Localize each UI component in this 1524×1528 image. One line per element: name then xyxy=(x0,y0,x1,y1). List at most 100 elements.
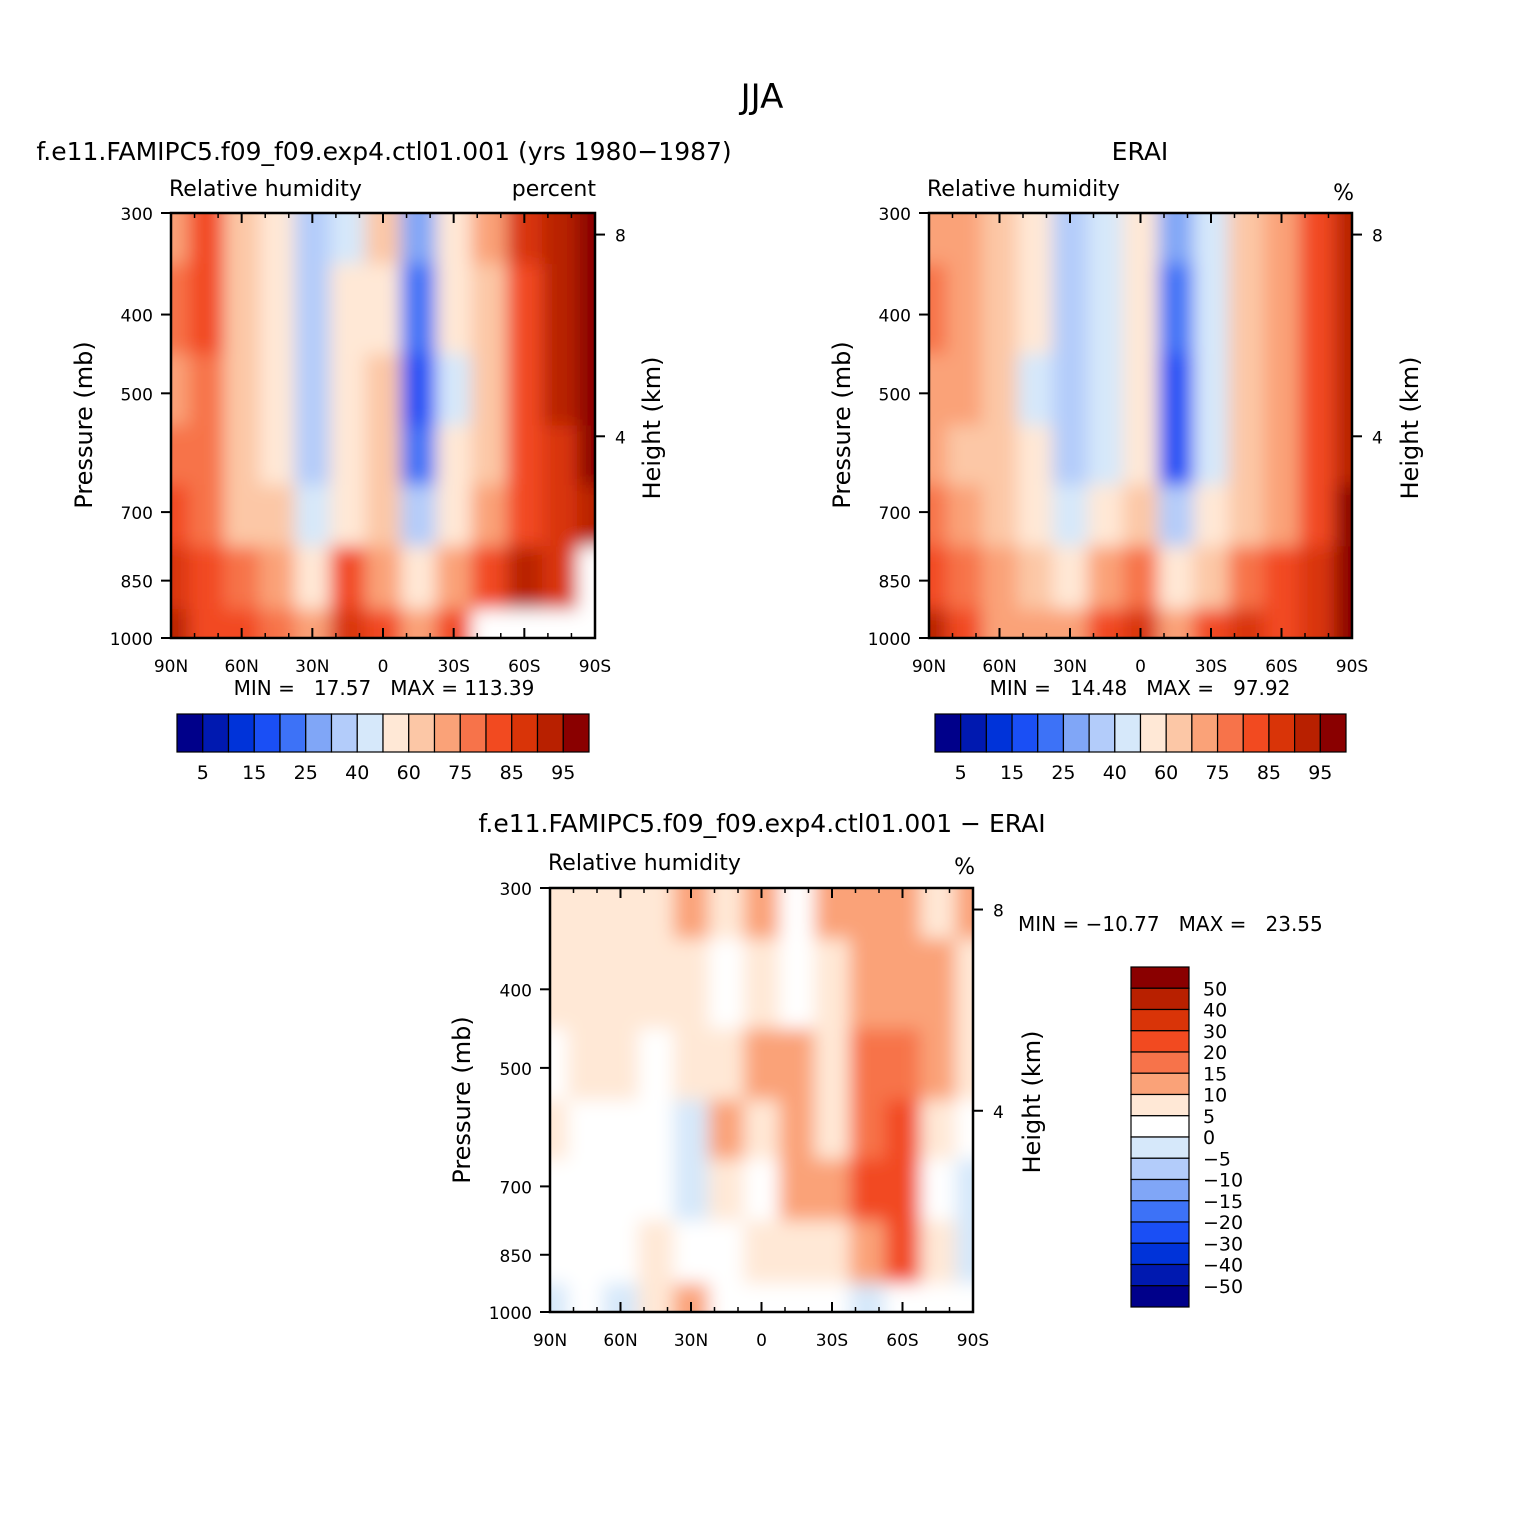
heatmap-diff xyxy=(550,888,973,1312)
heatmap-cell-model-3-11 xyxy=(542,425,578,486)
heatmap-cell-diff-2-6 xyxy=(743,1028,780,1101)
colorbar-label-diff: −15 xyxy=(1203,1191,1243,1213)
heatmap-cell-obs-2-6 xyxy=(1122,353,1159,426)
heatmap-cell-obs-1-3 xyxy=(1017,263,1053,355)
colorbar-swatch-model xyxy=(330,713,358,753)
heatmap-cell-model-1-10 xyxy=(506,263,543,355)
heatmap-cell-model-5-9 xyxy=(471,546,508,610)
colorbar-swatch-model xyxy=(511,713,539,753)
heatmap-cell-model-0-4 xyxy=(294,213,331,265)
heatmap-cell-diff-1-0 xyxy=(550,938,569,1030)
heatmap-cell-obs-2-0 xyxy=(929,353,948,426)
colorbar-label-diff: 50 xyxy=(1203,978,1227,1000)
heatmap-cell-model-4-2 xyxy=(224,484,260,547)
heatmap-cell-diff-1-10 xyxy=(884,938,921,1030)
heatmap-cell-model-0-12 xyxy=(577,213,595,265)
colorbar-swatch-obs xyxy=(1242,713,1270,753)
heatmap-cell-model-4-1 xyxy=(188,484,225,547)
heatmap-cell-model-4-3 xyxy=(259,484,296,547)
x-tick-label-diff: 90S xyxy=(957,1331,989,1351)
heatmap-cell-obs-3-9 xyxy=(1228,425,1265,486)
heatmap-cell-obs-5-1 xyxy=(946,546,983,610)
heatmap-cell-model-4-7 xyxy=(400,484,437,547)
heatmap-cell-model-6-0 xyxy=(171,609,190,638)
colorbar-swatch-diff xyxy=(1130,1242,1190,1266)
colorbar-model: 5 15 25 40 60 75 85 95 xyxy=(176,713,590,784)
x-tick-label-model: 60S xyxy=(508,657,540,677)
heatmap-cell-diff-2-10 xyxy=(884,1028,921,1101)
heatmap-cell-model-2-11 xyxy=(542,353,578,426)
heatmap-cell-obs-4-11 xyxy=(1299,484,1335,547)
heatmap-cell-obs-5-12 xyxy=(1334,546,1352,610)
colorbar-label-diff: 30 xyxy=(1203,1021,1227,1043)
colorbar-swatch-model xyxy=(305,713,333,753)
heatmap-cell-model-0-9 xyxy=(471,213,508,265)
colorbar-label-model: 95 xyxy=(551,762,575,784)
heatmap-cell-model-3-7 xyxy=(400,425,437,486)
heatmap-cell-diff-0-4 xyxy=(673,888,710,940)
heatmap-cell-obs-5-5 xyxy=(1087,546,1124,610)
heatmap-cell-model-2-10 xyxy=(506,353,543,426)
heatmap-cell-model-4-8 xyxy=(436,484,472,547)
heatmap-cell-model-3-8 xyxy=(436,425,472,486)
heatmap-cell-diff-0-10 xyxy=(884,888,921,940)
heatmap-cell-obs-1-2 xyxy=(981,263,1018,355)
heatmap-cell-diff-1-5 xyxy=(708,938,745,1030)
colorbar-swatch-obs xyxy=(1139,713,1167,753)
colorbar-label-model: 75 xyxy=(448,762,472,784)
heatmap-cells-diff xyxy=(550,888,973,1312)
y-tick-label-model: 300 xyxy=(121,205,153,225)
heatmap-cell-diff-6-12 xyxy=(955,1283,973,1312)
heatmap-cell-diff-4-2 xyxy=(602,1159,639,1222)
colorbar-label-model: 85 xyxy=(500,762,524,784)
colorbar-label-diff: −5 xyxy=(1203,1148,1231,1170)
y-tick-label-model: 400 xyxy=(121,307,153,327)
colorbar-swatch-obs xyxy=(960,713,987,753)
heatmap-cell-diff-5-7 xyxy=(779,1220,815,1284)
heatmap-cell-diff-2-4 xyxy=(673,1028,710,1101)
heatmap-cell-obs-2-8 xyxy=(1193,353,1230,426)
heatmap-cell-obs-0-1 xyxy=(946,213,983,265)
heatmap-cell-model-0-0 xyxy=(171,213,190,265)
heatmap-cell-obs-5-7 xyxy=(1158,546,1194,610)
heatmap-cell-diff-5-2 xyxy=(602,1220,639,1284)
colorbar-swatch-obs xyxy=(1165,713,1193,753)
heatmap-cell-diff-2-12 xyxy=(955,1028,973,1101)
colorbar-swatch-diff xyxy=(1130,1157,1190,1181)
heatmap-cell-model-1-3 xyxy=(259,263,296,355)
heatmap-cell-diff-3-11 xyxy=(920,1100,956,1160)
panel-obs-variable-label: Relative humidity xyxy=(927,177,1120,202)
heatmap-cell-model-5-3 xyxy=(259,546,296,610)
heatmap-cell-model-3-1 xyxy=(188,425,225,486)
heatmap-cell-obs-1-11 xyxy=(1299,263,1335,355)
colorbar-label-diff: 20 xyxy=(1203,1042,1227,1064)
heatmap-cell-obs-4-8 xyxy=(1193,484,1230,547)
heatmap-cell-model-5-2 xyxy=(224,546,260,610)
heatmap-cell-diff-0-5 xyxy=(708,888,745,940)
colorbar-label-obs: 85 xyxy=(1257,762,1281,784)
colorbar-swatch-model xyxy=(459,713,487,753)
heatmap-cell-model-0-11 xyxy=(542,213,578,265)
y-tick-label-diff: 700 xyxy=(500,1178,532,1198)
x-tick-label-model: 30S xyxy=(437,657,469,677)
heatmap-cell-model-4-4 xyxy=(294,484,331,547)
x-tick-label-diff: 60N xyxy=(603,1331,637,1351)
heatmap-cell-obs-2-4 xyxy=(1052,353,1089,426)
panel-model-ylabel-right: Height (km) xyxy=(638,357,666,500)
heatmap-cell-model-5-6 xyxy=(365,546,402,610)
colorbar-swatch-diff xyxy=(1130,1178,1190,1202)
heatmap-cell-model-1-0 xyxy=(171,263,190,355)
heatmap-cell-model-5-7 xyxy=(400,546,437,610)
heatmap-cell-model-2-6 xyxy=(365,353,402,426)
y-tick-label-model: 700 xyxy=(121,504,153,524)
heatmap-cell-model-2-3 xyxy=(259,353,296,426)
heatmap-cell-obs-5-3 xyxy=(1017,546,1053,610)
heatmap-cell-diff-5-8 xyxy=(814,1220,851,1284)
heatmap-cell-diff-3-5 xyxy=(708,1100,745,1160)
x-tick-label-model: 90N xyxy=(154,657,188,677)
heatmap-cell-model-0-10 xyxy=(506,213,543,265)
colorbar-label-diff: 15 xyxy=(1203,1063,1227,1085)
y2-tick-label-diff: 8 xyxy=(993,902,1004,922)
heatmap-cell-diff-4-8 xyxy=(814,1159,851,1222)
